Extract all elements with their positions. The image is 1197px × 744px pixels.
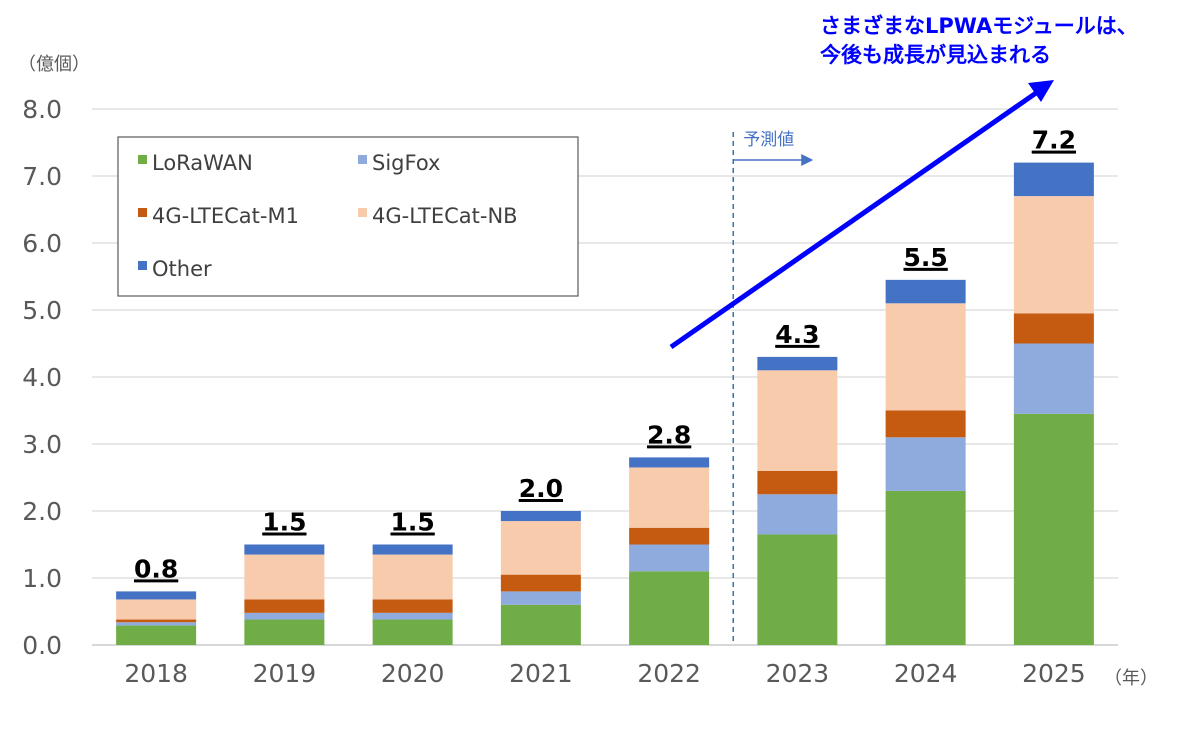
legend-swatch: [358, 155, 367, 164]
forecast-label: 予測値: [743, 130, 794, 150]
x-tick-label: 2021: [509, 659, 573, 688]
bar-segment-4g-ltecat-m1: [116, 619, 197, 623]
bar-segment-sigfox: [244, 612, 325, 620]
total-label: 7.2: [1032, 126, 1076, 155]
bar-segment-lorawan: [757, 534, 838, 645]
x-tick-label: 2019: [253, 659, 317, 688]
bar-segment-sigfox: [116, 622, 197, 626]
bar-segment-other: [629, 457, 710, 468]
x-tick-label: 2025: [1022, 659, 1086, 688]
bar-segment-sigfox: [885, 437, 966, 491]
total-label: 2.0: [519, 474, 563, 503]
bar-segment-4g-ltecat-m1: [1013, 313, 1094, 344]
forecast-arrowhead: [801, 154, 814, 166]
total-label: 1.5: [390, 508, 434, 537]
legend-label: 4G-LTECat-NB: [372, 204, 518, 228]
bar-segment-lorawan: [372, 619, 453, 645]
bar-segment-4g-ltecat-nb: [629, 467, 710, 528]
bar-segment-4g-ltecat-m1: [757, 470, 838, 495]
bar-segment-sigfox: [500, 591, 581, 605]
legend-label: Other: [152, 257, 212, 281]
bar-segment-4g-ltecat-nb: [116, 599, 197, 620]
legend-swatch: [138, 261, 147, 270]
x-axis-unit-label: （年）: [1104, 668, 1158, 689]
legend-box: [117, 136, 579, 297]
total-label: 0.8: [134, 554, 178, 583]
legend-swatch: [358, 208, 367, 217]
annotation-line-1: さまざまなLPWAモジュールは、: [820, 14, 1138, 38]
bar-segment-lorawan: [1013, 413, 1094, 645]
bar-segment-lorawan: [629, 571, 710, 645]
forecast-marker: 予測値: [732, 130, 814, 645]
bar-segment-sigfox: [1013, 343, 1094, 414]
legend-label: LoRaWAN: [152, 151, 253, 175]
y-tick-label: 0.0: [22, 631, 62, 660]
bar-segment-4g-ltecat-nb: [885, 303, 966, 411]
bars: [116, 162, 1094, 645]
bar-segment-lorawan: [885, 490, 966, 645]
bar-segment-4g-ltecat-m1: [629, 527, 710, 545]
growth-arrow-line: [669, 90, 1038, 350]
total-label: 4.3: [775, 320, 819, 349]
bar-segment-4g-ltecat-m1: [372, 599, 453, 613]
bar-segment-4g-ltecat-nb: [500, 521, 581, 575]
legend-label: 4G-LTECat-M1: [152, 204, 299, 228]
y-tick-label: 7.0: [22, 162, 62, 191]
x-tick-label: 2020: [381, 659, 445, 688]
bar-segment-4g-ltecat-nb: [1013, 196, 1094, 314]
annotation-line-2: 今後も成長が見込まれる: [820, 43, 1051, 67]
bar-segment-other: [244, 544, 325, 555]
legend-swatch: [138, 155, 147, 164]
bar-segment-4g-ltecat-nb: [372, 554, 453, 600]
bar-segment-other: [1013, 162, 1094, 197]
total-label: 2.8: [647, 420, 691, 449]
legend-swatch: [138, 208, 147, 217]
y-tick-label: 5.0: [22, 296, 62, 325]
x-tick-label: 2018: [124, 659, 188, 688]
y-tick-label: 3.0: [22, 430, 62, 459]
y-tick-label: 2.0: [22, 497, 62, 526]
bar-segment-other: [757, 356, 838, 371]
x-axis-ticks: 2018 2019 2020 2021 2022 2023 2024 2025: [124, 659, 1085, 688]
x-tick-label: 2024: [894, 659, 958, 688]
x-tick-label: 2022: [637, 659, 701, 688]
bar-segment-lorawan: [116, 625, 197, 645]
total-label: 5.5: [903, 243, 947, 272]
y-tick-label: 6.0: [22, 229, 62, 258]
y-tick-label: 4.0: [22, 363, 62, 392]
y-tick-label: 8.0: [22, 95, 62, 124]
y-axis-unit-label: （億個）: [18, 54, 90, 75]
bar-segment-other: [500, 511, 581, 522]
bar-segment-other: [372, 544, 453, 555]
legend: LoRaWAN SigFox 4G-LTECat-M1 4G-LTECat-NB Oth…: [117, 136, 579, 297]
bar-segment-sigfox: [372, 612, 453, 620]
bar-segment-4g-ltecat-m1: [885, 410, 966, 438]
bar-segment-other: [116, 591, 197, 600]
bar-segment-sigfox: [757, 494, 838, 535]
y-axis-ticks: 0.0 1.0 2.0 3.0 4.0 5.0 6.0 7.0 8.0: [22, 95, 62, 660]
y-tick-label: 1.0: [22, 564, 62, 593]
total-label: 1.5: [262, 508, 306, 537]
growth-arrowhead: [1028, 80, 1054, 102]
bar-segment-4g-ltecat-m1: [500, 574, 581, 592]
bar-segment-4g-ltecat-nb: [244, 554, 325, 600]
bar-segment-lorawan: [244, 619, 325, 645]
bar-segment-4g-ltecat-m1: [244, 599, 325, 613]
bar-segment-other: [885, 279, 966, 304]
growth-annotation: さまざまなLPWAモジュールは、 今後も成長が見込まれる: [669, 14, 1138, 350]
bar-segment-sigfox: [629, 544, 710, 572]
bar-segment-4g-ltecat-nb: [757, 370, 838, 471]
total-labels: 0.8 1.5 1.5 2.0 2.8 4.3 5.5 7.2: [134, 126, 1076, 584]
bar-segment-lorawan: [500, 604, 581, 645]
x-tick-label: 2023: [766, 659, 830, 688]
legend-label: SigFox: [372, 151, 440, 175]
